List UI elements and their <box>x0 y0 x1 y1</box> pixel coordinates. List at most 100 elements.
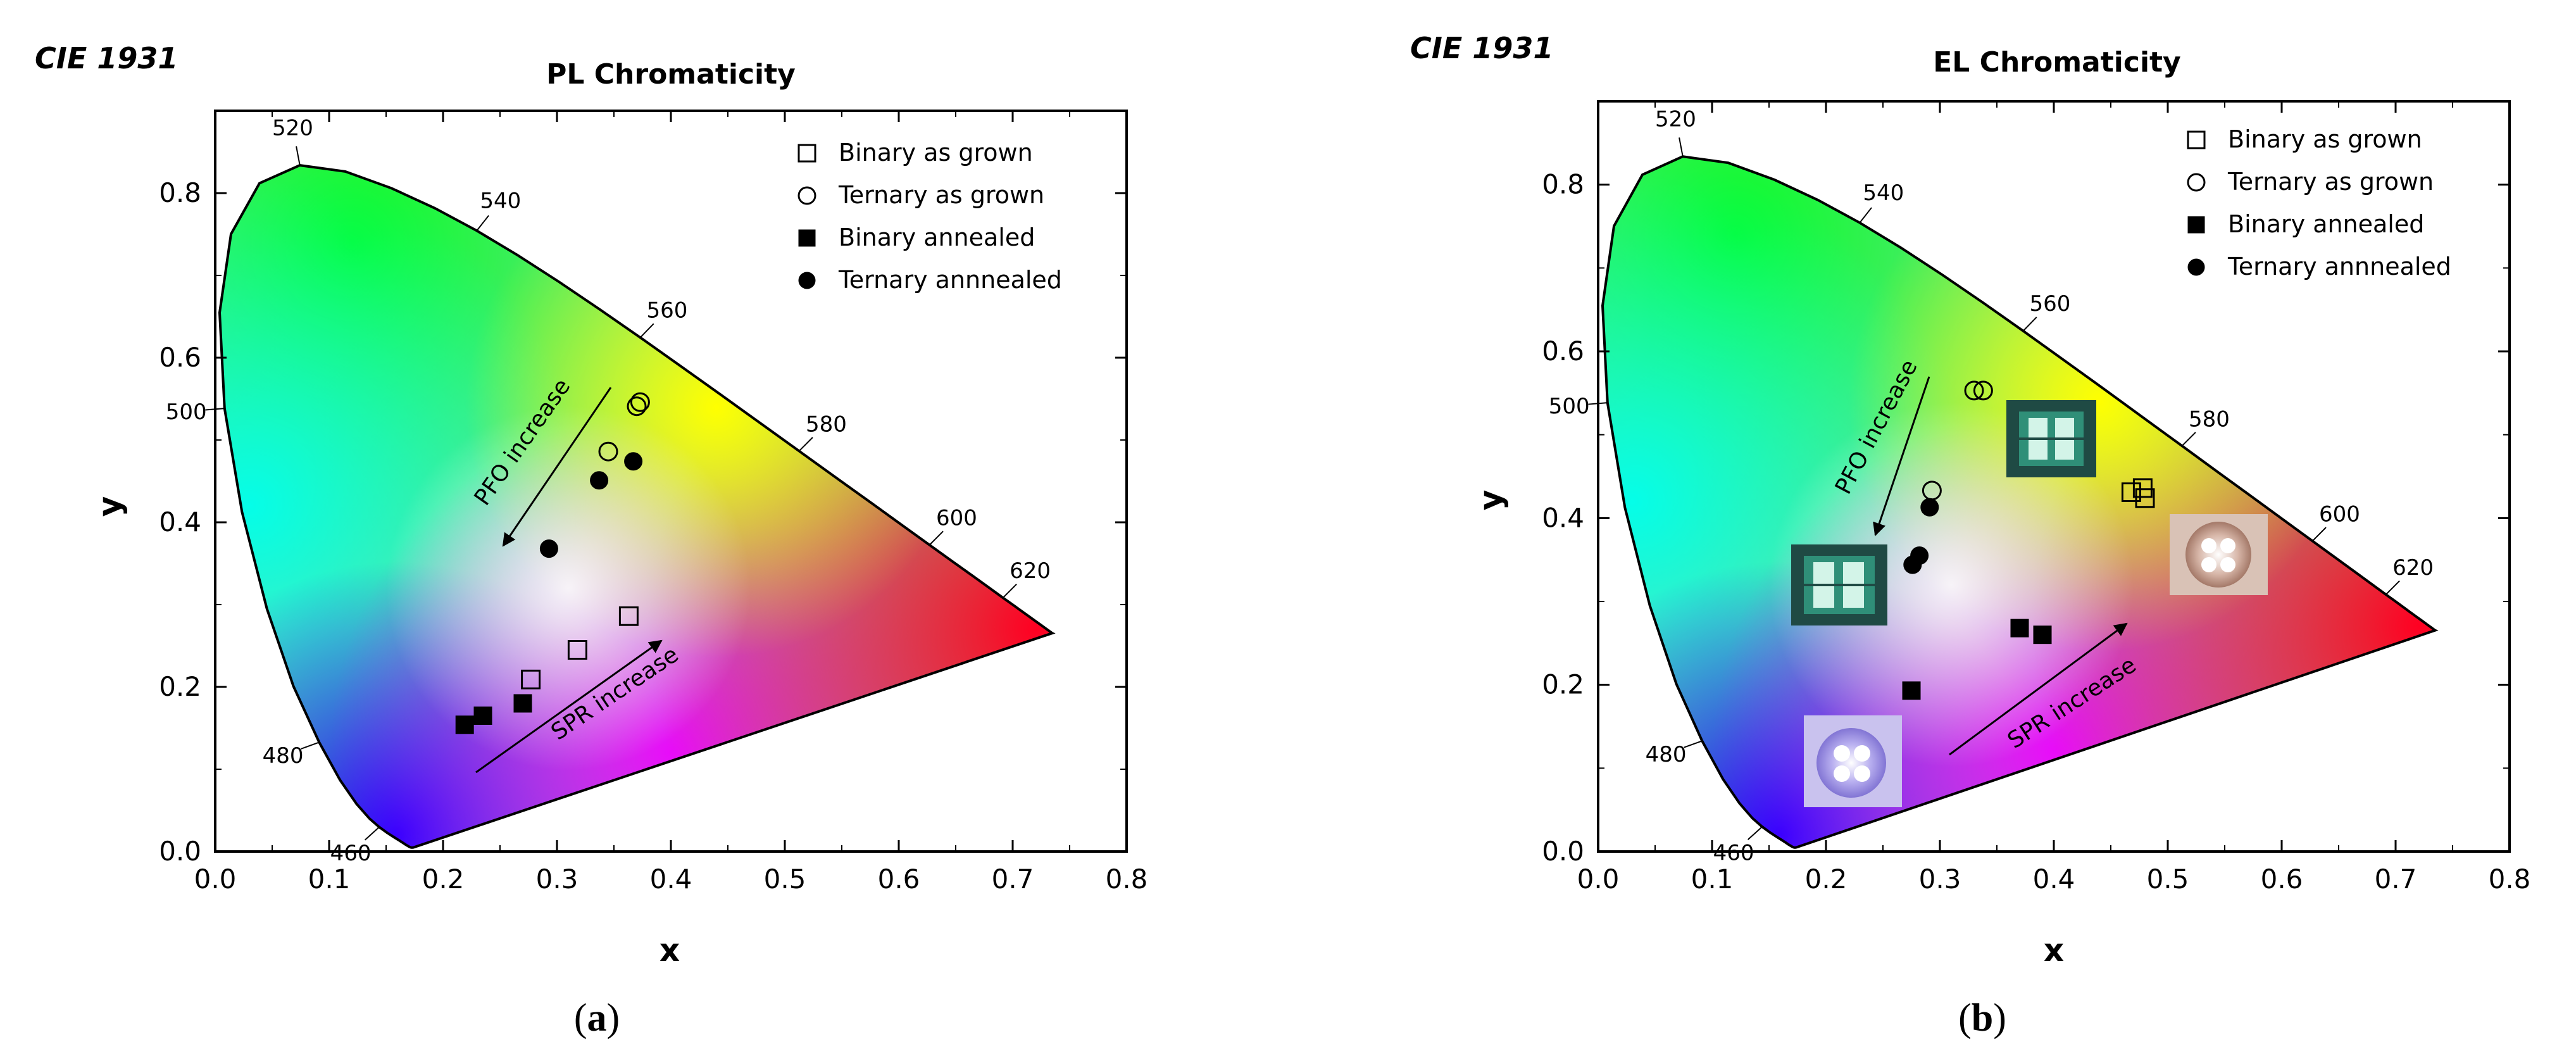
spectral-locus <box>1601 155 2439 849</box>
data-point <box>590 471 609 490</box>
pfo-arrow <box>1873 376 1930 536</box>
data-point <box>1902 681 1921 700</box>
data-point <box>473 707 492 725</box>
x-tick-label: 0.6 <box>2261 864 2303 895</box>
chromaticity-gamut <box>220 165 1053 848</box>
legend: Binary as grown Ternary as grown Binary an… <box>797 139 1062 294</box>
data-point <box>513 694 532 713</box>
x-tick-label: 0.5 <box>2147 864 2189 895</box>
data-point <box>1964 380 1984 401</box>
y-axis-ticks: 0.0 0.2 0.4 0.6 0.8 <box>1542 101 2510 867</box>
wavelength-tick <box>2311 527 2327 542</box>
x-tick-label: 0.2 <box>1805 864 1848 895</box>
wavelength-tick <box>798 437 813 452</box>
wavelength-tick <box>1684 740 1703 748</box>
legend-label: Ternary annnealed <box>2227 253 2451 280</box>
y-axis-ticks: 0.0 0.2 0.4 0.6 0.8 <box>159 110 1127 867</box>
legend-marker <box>797 186 816 205</box>
panel-a: CIE 1931 PL Chromaticity 460 480 500 520 540… <box>35 41 1147 1040</box>
data-point <box>2010 619 2029 638</box>
data-point <box>2135 488 2155 508</box>
y-tick-label: 0.2 <box>159 671 201 702</box>
x-tick-label: 0.2 <box>422 864 465 895</box>
wavelength-tick <box>2385 580 2400 595</box>
y-tick-label: 0.2 <box>1542 669 1584 700</box>
y-tick-label: 0.6 <box>159 342 201 373</box>
wavelength-label: 460 <box>330 841 372 866</box>
wavelength-tick <box>639 323 654 338</box>
x-tick-label: 0.8 <box>2489 864 2531 895</box>
legend-marker <box>797 144 816 163</box>
y-tick-label: 0.8 <box>1542 169 1584 200</box>
wavelength-label: 520 <box>1655 106 1696 132</box>
wavelength-labels: 460 480 500 520 540 560 580 600 620 <box>166 115 1051 866</box>
led-photo-warm <box>2170 514 2268 595</box>
cie-label: CIE 1931 <box>1410 31 1553 65</box>
wavelength-tick <box>476 215 489 232</box>
wavelength-label: 560 <box>646 298 687 324</box>
legend-label: Ternary as grown <box>838 181 1044 209</box>
data-point <box>2033 625 2052 644</box>
wavelength-tick <box>1747 826 1763 840</box>
y-axis-label: y <box>91 496 128 517</box>
wavelength-label: 480 <box>263 743 304 769</box>
x-axis-label: x <box>2044 932 2064 969</box>
y-tick-label: 0.8 <box>159 177 201 208</box>
data-point <box>521 669 541 689</box>
legend-label: Ternary annnealed <box>838 266 1062 294</box>
data-point <box>2121 482 2141 503</box>
data-points <box>455 392 650 734</box>
legend-label: Binary annealed <box>2228 210 2424 238</box>
wavelength-label: 600 <box>2319 501 2360 527</box>
x-axis-ticks: 0.0 0.1 0.2 0.3 0.4 0.5 0.6 0.7 0.8 <box>1577 101 2531 895</box>
legend-marker <box>798 272 816 289</box>
y-tick-label: 0.0 <box>159 836 201 867</box>
spr-arrow <box>1949 622 2128 756</box>
panel-b: CIE 1931 EL Chromaticity 460 480 500 520 540… <box>1410 31 2530 1040</box>
wavelength-label: 520 <box>272 115 313 141</box>
pfo-arrow <box>502 387 612 547</box>
wavelength-label: 560 <box>2029 291 2070 317</box>
data-points <box>1902 380 2155 700</box>
x-axis-ticks: 0.0 0.1 0.2 0.3 0.4 0.5 0.6 0.7 0.8 <box>194 111 1148 895</box>
wavelength-label: 540 <box>1863 180 1904 206</box>
x-tick-label: 0.1 <box>308 864 351 895</box>
data-point <box>630 392 650 412</box>
wavelength-labels: 460 480 500 520 540 560 580 600 620 <box>1549 106 2434 865</box>
x-tick-label: 0.5 <box>764 864 806 895</box>
x-tick-label: 0.0 <box>1577 864 1620 895</box>
legend-label: Binary annealed <box>839 223 1035 251</box>
spr-arrow <box>475 639 663 774</box>
y-tick-label: 0.4 <box>1542 502 1584 533</box>
x-tick-label: 0.8 <box>1106 864 1148 895</box>
x-tick-label: 0.7 <box>992 864 1034 895</box>
wavelength-label: 480 <box>1646 742 1687 767</box>
wavelength-label: 580 <box>806 412 847 437</box>
legend-marker <box>2187 258 2205 276</box>
legend-marker <box>2187 173 2206 192</box>
data-point <box>618 606 639 626</box>
led-photo-green-top <box>2006 400 2096 477</box>
x-tick-label: 0.4 <box>650 864 692 895</box>
y-axis-label: y <box>1472 490 1509 511</box>
data-point <box>567 640 587 660</box>
legend-marker <box>798 229 816 247</box>
panel-caption: (b) <box>1958 996 2006 1040</box>
wavelength-label: 460 <box>1713 841 1754 866</box>
led-photo-green-left <box>1791 544 1887 625</box>
wavelength-tick <box>2181 432 2196 447</box>
x-tick-label: 0.6 <box>878 864 920 895</box>
chart-title: PL Chromaticity <box>546 58 796 91</box>
data-point <box>2132 478 2153 498</box>
wavelength-tick <box>2022 317 2037 332</box>
x-tick-label: 0.3 <box>1919 864 1961 895</box>
wavelength-tick <box>928 531 944 546</box>
data-point <box>627 396 647 417</box>
y-tick-label: 0.6 <box>1542 336 1584 367</box>
wavelength-label: 620 <box>1010 558 1051 584</box>
wavelength-tick <box>1859 207 1872 223</box>
x-axis-label: x <box>660 932 680 969</box>
wavelength-label: 600 <box>936 506 977 531</box>
wavelength-tick <box>1002 583 1017 598</box>
